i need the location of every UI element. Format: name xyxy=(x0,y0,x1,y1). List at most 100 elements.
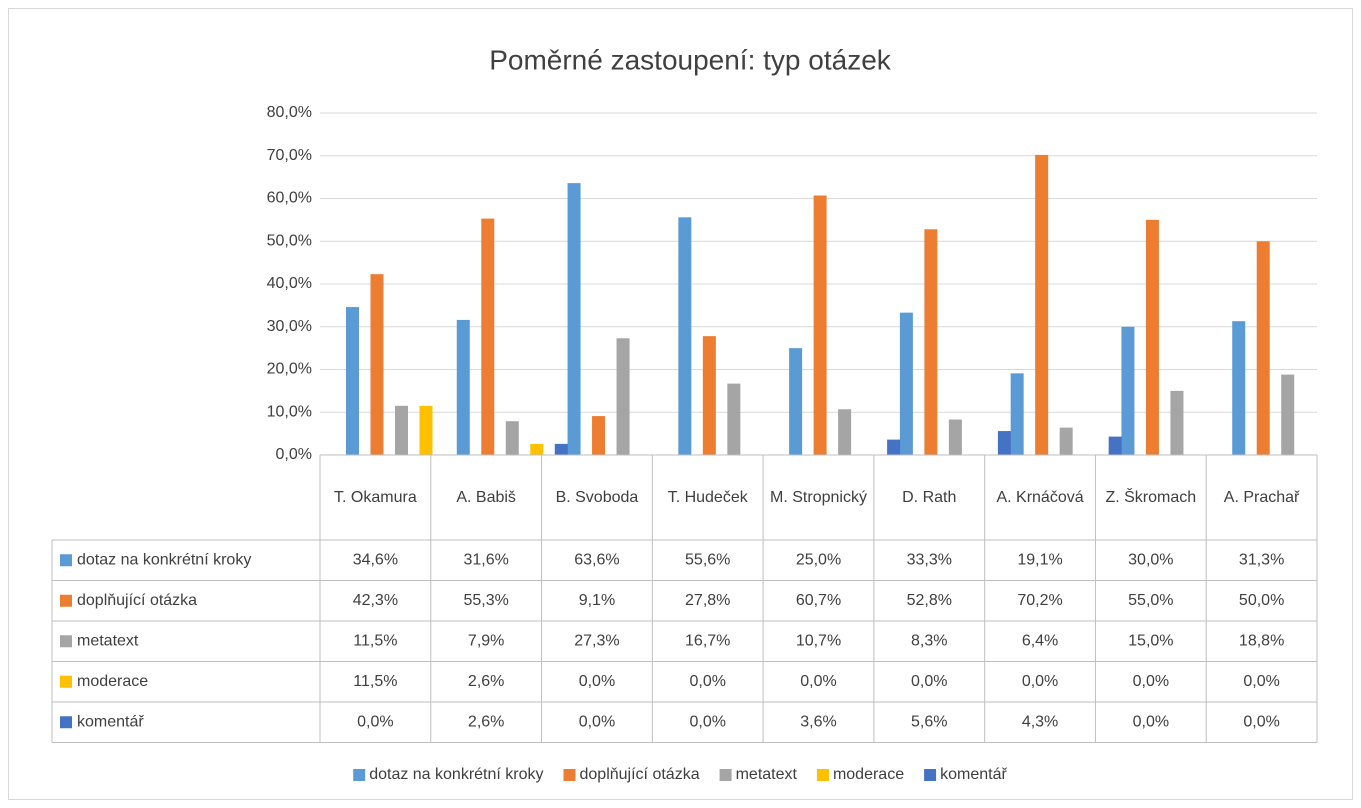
bar xyxy=(1232,321,1246,455)
legend-key xyxy=(924,769,937,781)
bar xyxy=(702,336,716,455)
table-cell: 60,7% xyxy=(796,592,841,609)
table-legend-key xyxy=(60,594,72,607)
table-cell: 0,0% xyxy=(1022,673,1058,690)
legend-key xyxy=(719,769,732,781)
category-cell: M. Stropnický xyxy=(770,489,867,506)
category-cell: A. Babiš xyxy=(456,488,516,506)
bar xyxy=(530,443,544,455)
table-cell: 6,4% xyxy=(1022,632,1058,649)
table-cell: 15,0% xyxy=(1128,632,1173,649)
table-cell: 0,0% xyxy=(689,713,725,730)
bar xyxy=(948,419,962,455)
table-cell: 3,6% xyxy=(800,713,836,730)
category-cell: A. Prachař xyxy=(1223,488,1300,506)
x-tick-label: Z. Škromach xyxy=(1105,488,1197,506)
bar xyxy=(456,319,470,455)
legend-key xyxy=(563,769,576,781)
chart-title: Poměrné zastoupení: typ otázek xyxy=(489,44,892,75)
table-row-label: metatext xyxy=(77,632,139,649)
bar xyxy=(370,274,384,455)
table-row-label: komentář xyxy=(77,713,144,730)
table-cell: 2,6% xyxy=(468,713,504,730)
x-tick-label: A. Babiš xyxy=(456,488,516,506)
table-cell: 55,0% xyxy=(1128,592,1173,609)
table-cell: 34,6% xyxy=(353,551,398,568)
y-tick-label: 60,0% xyxy=(267,190,312,207)
table-cell: 0,0% xyxy=(357,713,393,730)
legend-label: komentář xyxy=(940,766,1007,783)
bar xyxy=(567,183,581,456)
legend: dotaz na konkrétní kroky doplňující otázk… xyxy=(353,766,1007,783)
bar xyxy=(346,307,359,455)
category-cell: T. Hudeček xyxy=(668,489,748,506)
bar xyxy=(1035,154,1049,455)
table-cell: 31,3% xyxy=(1239,551,1284,568)
y-tick-label: 10,0% xyxy=(267,403,312,420)
legend-label: metatext xyxy=(736,766,798,783)
table-cell: 11,5% xyxy=(353,632,397,649)
y-tick-label: 30,0% xyxy=(267,318,312,335)
legend-label: doplňující otázka xyxy=(580,766,700,783)
table-cell: 0,0% xyxy=(1133,673,1169,690)
table-legend-key xyxy=(60,635,72,648)
table-cell: 42,3% xyxy=(353,592,398,609)
table-cell: 19,1% xyxy=(1017,551,1062,568)
bar xyxy=(554,443,568,455)
category-cell: D. Rath xyxy=(902,489,956,506)
y-tick-label: 20,0% xyxy=(267,361,312,378)
table-row-label: doplňující otázka xyxy=(77,592,197,609)
bar xyxy=(727,383,741,455)
table-cell: 8,3% xyxy=(911,632,947,649)
table-cell: 27,3% xyxy=(574,632,619,649)
category-cell: B. Svoboda xyxy=(556,489,639,506)
bar xyxy=(592,416,606,455)
bar xyxy=(838,409,852,455)
bar xyxy=(1121,326,1135,455)
bar xyxy=(395,405,408,455)
table-cell: 63,6% xyxy=(574,551,619,568)
table-cell: 27,8% xyxy=(685,592,730,609)
table-cell: 52,8% xyxy=(907,592,952,609)
table-cell: 0,0% xyxy=(911,673,947,690)
table-cell: 0,0% xyxy=(689,673,725,690)
y-tick-label: 40,0% xyxy=(267,275,312,292)
table-cell: 0,0% xyxy=(1243,673,1279,690)
y-tick-label: 80,0% xyxy=(267,104,312,121)
bar xyxy=(789,348,803,455)
table-cell: 55,6% xyxy=(685,551,730,568)
table-cell: 0,0% xyxy=(800,673,836,690)
table-cell: 4,3% xyxy=(1022,713,1058,730)
bar xyxy=(1170,390,1184,455)
table-cell: 7,9% xyxy=(468,632,504,649)
bar xyxy=(616,338,630,455)
table-cell: 16,7% xyxy=(685,632,730,649)
y-tick-label: 50,0% xyxy=(267,232,312,249)
bar xyxy=(1145,219,1159,455)
legend-key xyxy=(816,769,829,781)
category-cell: A. Krnáčová xyxy=(996,488,1084,506)
table-legend-key xyxy=(60,716,72,729)
bar xyxy=(1256,241,1270,455)
bar xyxy=(419,405,433,455)
bar xyxy=(1059,427,1073,455)
table-cell: 10,7% xyxy=(796,632,841,649)
bar xyxy=(1281,374,1295,455)
category-cell: T. Okamura xyxy=(334,489,417,506)
x-tick-label: A. Krnáčová xyxy=(996,488,1084,506)
y-tick-label: 0,0% xyxy=(276,446,312,463)
bar xyxy=(1010,373,1024,455)
bar xyxy=(481,218,495,455)
table-cell: 2,6% xyxy=(468,673,504,690)
table-cell: 0,0% xyxy=(1243,713,1279,730)
bar xyxy=(813,195,827,455)
bar xyxy=(997,431,1011,455)
table-cell: 0,0% xyxy=(1133,713,1169,730)
table-legend-key xyxy=(60,675,72,688)
bar xyxy=(678,217,692,455)
legend-label: dotaz na konkrétní kroky xyxy=(369,766,543,783)
table-cell: 11,5% xyxy=(353,673,397,690)
bar xyxy=(899,312,913,455)
x-tick-label: A. Prachař xyxy=(1223,488,1300,506)
